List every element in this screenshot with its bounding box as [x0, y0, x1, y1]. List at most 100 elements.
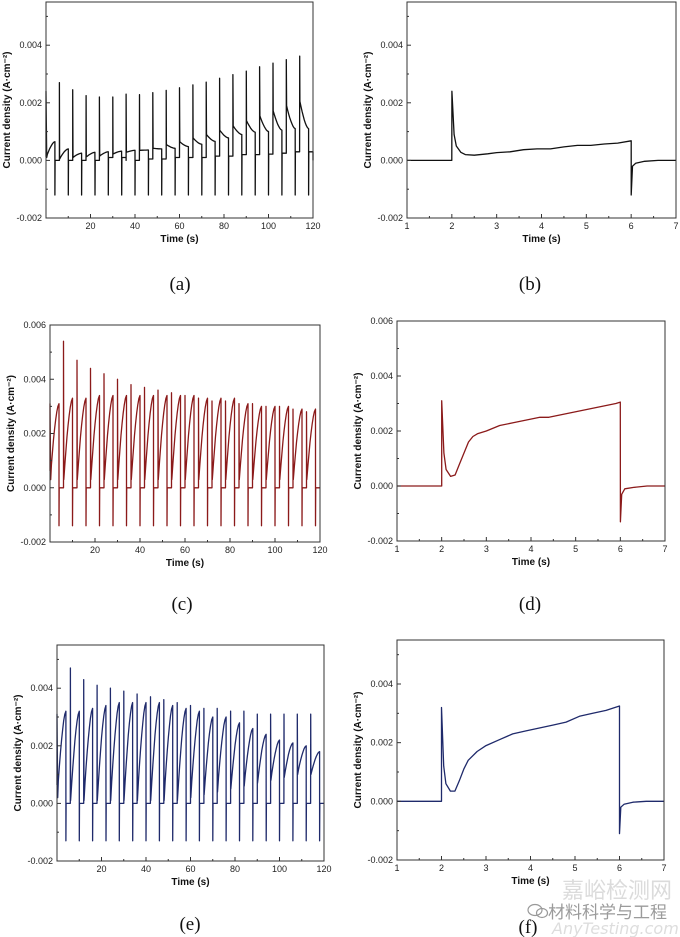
x-tick-label-c: 80 [225, 545, 235, 555]
panel-label-e: (e) [179, 914, 200, 935]
y-tick-label-e: 0.004 [30, 683, 53, 693]
series-line-d [397, 400, 665, 523]
chart-panel-b: -0.002 0.000 0.002 0.004 1 2 3 4 5 6 7 Time (s) Curr… [363, 1, 679, 295]
watermark-account-name: 材料科学与工程 [548, 903, 667, 923]
x-tick-label-a: 20 [85, 221, 95, 231]
x-axis-title-f: Time (s) [511, 876, 549, 887]
y-tick-label-a: 0.000 [19, 155, 42, 165]
x-tick-label-c: 100 [267, 545, 282, 555]
y-tick-label-c: 0.004 [23, 374, 46, 384]
series-line-c [49, 340, 320, 527]
x-axis-title-c: Time (s) [166, 558, 204, 569]
y-axis-title-c: Current density (A·cm⁻²) [6, 375, 17, 492]
series-line-f [397, 705, 664, 835]
x-tick-label-a: 40 [130, 221, 140, 231]
x-tick-label-f: 5 [572, 863, 577, 873]
x-tick-label-a: 120 [305, 221, 320, 231]
watermark-url: AnyTesting.com [551, 919, 679, 937]
plot-frame-d [396, 320, 666, 542]
x-tick-label-d: 2 [439, 544, 444, 554]
x-tick-label-f: 2 [439, 863, 444, 873]
plot-frame-f [396, 639, 665, 861]
x-tick-label-d: 1 [394, 544, 399, 554]
x-axis-title-a: Time (s) [160, 234, 198, 245]
x-tick-label-c: 20 [90, 545, 100, 555]
x-tick-label-b: 1 [404, 221, 409, 231]
y-tick-label-b: -0.002 [377, 213, 403, 223]
y-tick-label-d: 0.004 [370, 371, 393, 381]
y-tick-label-e: 0.000 [30, 798, 53, 808]
x-axis-title-d: Time (s) [512, 557, 550, 568]
x-tick-label-a: 60 [174, 221, 184, 231]
x-tick-label-d: 5 [573, 544, 578, 554]
x-tick-label-f: 6 [617, 863, 622, 873]
x-tick-label-d: 6 [618, 544, 623, 554]
x-tick-label-b: 6 [629, 221, 634, 231]
y-tick-label-c: 0.002 [23, 429, 46, 439]
chart-panel-a: -0.002 0.000 0.002 0.004 20 40 60 80 100 120 Time … [2, 1, 321, 295]
panel-label-f: (f) [519, 917, 538, 937]
chart-panel-c: -0.002 0.000 0.002 0.004 0.006 20 40 60 80 100 120… [6, 320, 328, 615]
y-tick-label-c: -0.002 [20, 537, 46, 547]
y-tick-label-d: 0.002 [370, 426, 393, 436]
y-tick-label-c: 0.000 [23, 483, 46, 493]
y-axis-title-b: Current density (A·cm⁻²) [363, 52, 374, 169]
y-tick-label-b: 0.000 [380, 155, 403, 165]
x-tick-label-e: 100 [272, 864, 287, 874]
series-line-b [407, 90, 676, 196]
chart-panel-e: -0.002 0.000 0.002 0.004 20 40 60 80 100 120 Time … [13, 644, 332, 935]
y-axis-title-e: Current density (A·cm⁻²) [13, 695, 24, 812]
y-tick-label-d: -0.002 [367, 536, 393, 546]
y-tick-label-c: 0.006 [23, 320, 46, 330]
x-tick-label-e: 80 [230, 864, 240, 874]
x-tick-label-b: 7 [673, 221, 678, 231]
x-tick-label-f: 7 [661, 863, 666, 873]
x-axis-title-e: Time (s) [171, 877, 209, 888]
x-tick-label-b: 4 [539, 221, 544, 231]
panel-label-b: (b) [519, 274, 541, 295]
x-tick-label-b: 2 [449, 221, 454, 231]
y-tick-label-a: -0.002 [16, 213, 42, 223]
x-tick-label-d: 7 [662, 544, 667, 554]
x-tick-label-a: 100 [261, 221, 276, 231]
x-tick-label-c: 60 [180, 545, 190, 555]
plot-frame-b [406, 1, 677, 219]
y-axis-title-d: Current density (A·cm⁻²) [353, 373, 364, 490]
y-tick-label-f: 0.000 [370, 796, 393, 806]
chart-panel-f: -0.002 0.000 0.002 0.004 1 2 3 4 5 6 7 Time (s) Curr… [353, 639, 667, 937]
x-tick-label-f: 4 [528, 863, 533, 873]
y-axis-title-f: Current density (A·cm⁻²) [353, 692, 364, 809]
panel-label-c: (c) [171, 594, 192, 615]
x-tick-label-e: 120 [316, 864, 331, 874]
x-tick-label-f: 3 [483, 863, 488, 873]
y-tick-label-a: 0.002 [19, 98, 42, 108]
x-axis-title-b: Time (s) [522, 234, 560, 245]
x-tick-label-d: 3 [484, 544, 489, 554]
x-tick-label-b: 5 [584, 221, 589, 231]
y-tick-label-a: 0.004 [19, 40, 42, 50]
x-tick-label-f: 1 [394, 863, 399, 873]
y-axis-title-a: Current density (A·cm⁻²) [2, 52, 13, 169]
y-tick-label-e: -0.002 [27, 856, 53, 866]
panel-label-a: (a) [169, 274, 190, 295]
watermark-site-name: 嘉峪检测网 [562, 879, 672, 904]
x-tick-label-a: 80 [219, 221, 229, 231]
x-tick-label-c: 120 [312, 545, 327, 555]
y-tick-label-e: 0.002 [30, 741, 53, 751]
x-tick-label-c: 40 [135, 545, 145, 555]
x-tick-label-b: 3 [494, 221, 499, 231]
y-tick-label-f: 0.004 [370, 679, 393, 689]
x-tick-label-e: 60 [185, 864, 195, 874]
panel-label-d: (d) [519, 594, 541, 615]
y-tick-label-f: 0.002 [370, 738, 393, 748]
x-tick-label-d: 4 [528, 544, 533, 554]
series-line-a [45, 55, 314, 196]
wechat-icon [527, 903, 549, 919]
y-tick-label-b: 0.002 [380, 98, 403, 108]
y-tick-label-d: 0.006 [370, 316, 393, 326]
y-tick-label-b: 0.004 [380, 40, 403, 50]
y-tick-label-f: -0.002 [367, 855, 393, 865]
series-line-e [56, 667, 324, 842]
chart-panel-d: -0.002 0.000 0.002 0.004 0.006 1 2 3 4 5 6 7 Time (s… [353, 316, 668, 615]
